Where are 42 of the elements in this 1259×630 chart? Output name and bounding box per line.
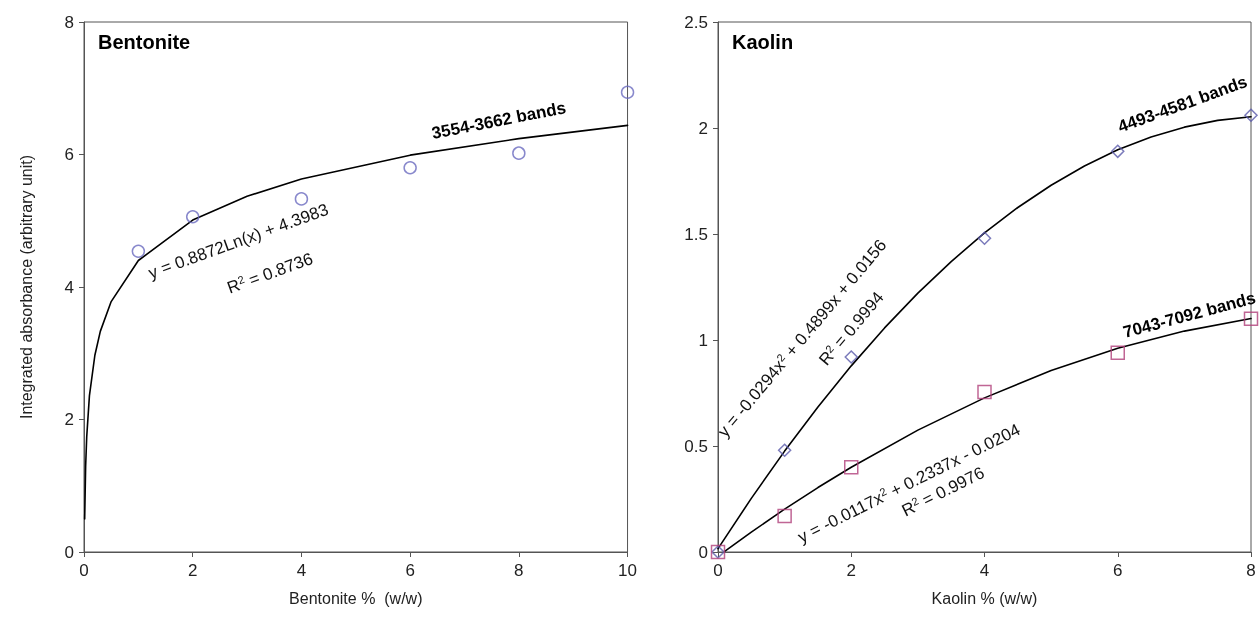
x-tick-label: 6 bbox=[1113, 561, 1123, 580]
point bbox=[512, 146, 526, 160]
point bbox=[844, 459, 859, 475]
x-axis-title: Kaolin % (w/w) bbox=[931, 589, 1038, 607]
x-axis-title: Bentonite % (w/w) bbox=[289, 589, 423, 607]
point bbox=[620, 85, 635, 99]
point bbox=[977, 231, 992, 245]
point bbox=[1110, 345, 1125, 360]
point bbox=[777, 443, 792, 457]
point bbox=[844, 350, 858, 364]
x-tick-label: 4 bbox=[296, 561, 307, 580]
point bbox=[977, 384, 992, 400]
point bbox=[1244, 108, 1258, 123]
y-tick-label: 4 bbox=[64, 277, 74, 297]
point bbox=[131, 244, 146, 258]
x-tick-label: 2 bbox=[187, 561, 198, 580]
y-tick-label: 2.5 bbox=[684, 12, 708, 32]
x-tick-label: 6 bbox=[405, 561, 415, 580]
point bbox=[403, 161, 417, 175]
y-tick-label: 2 bbox=[698, 118, 708, 138]
y-tick-label: 1 bbox=[698, 330, 708, 350]
text: 3554-3662 bands bbox=[430, 98, 568, 143]
y-tick-label: 8 bbox=[64, 12, 74, 32]
x-tick-label: 8 bbox=[514, 561, 524, 580]
y-tick-label: 0 bbox=[64, 542, 74, 562]
point bbox=[777, 508, 792, 524]
y-tick-label: 0 bbox=[698, 542, 708, 562]
y-axis-title: Integrated absorbance (arbitrary unit) bbox=[17, 154, 35, 420]
y-tick-label: 1.5 bbox=[684, 224, 708, 244]
x-tick-label: 0 bbox=[713, 561, 723, 580]
x-tick-label: 8 bbox=[1246, 561, 1256, 580]
point bbox=[1111, 144, 1125, 159]
y-tick-label: 0.5 bbox=[684, 436, 708, 456]
y-tick-label: 6 bbox=[64, 145, 74, 164]
chart-title: Bentonite bbox=[98, 31, 191, 53]
chart-title: Kaolin bbox=[732, 31, 794, 53]
point bbox=[185, 210, 200, 224]
y-tick-label: 2 bbox=[64, 410, 74, 429]
x-tick-label: 0 bbox=[79, 561, 89, 580]
x-tick-label: 4 bbox=[979, 561, 990, 580]
x-tick-label: 2 bbox=[846, 561, 856, 580]
x-tick-label: 10 bbox=[618, 561, 638, 580]
